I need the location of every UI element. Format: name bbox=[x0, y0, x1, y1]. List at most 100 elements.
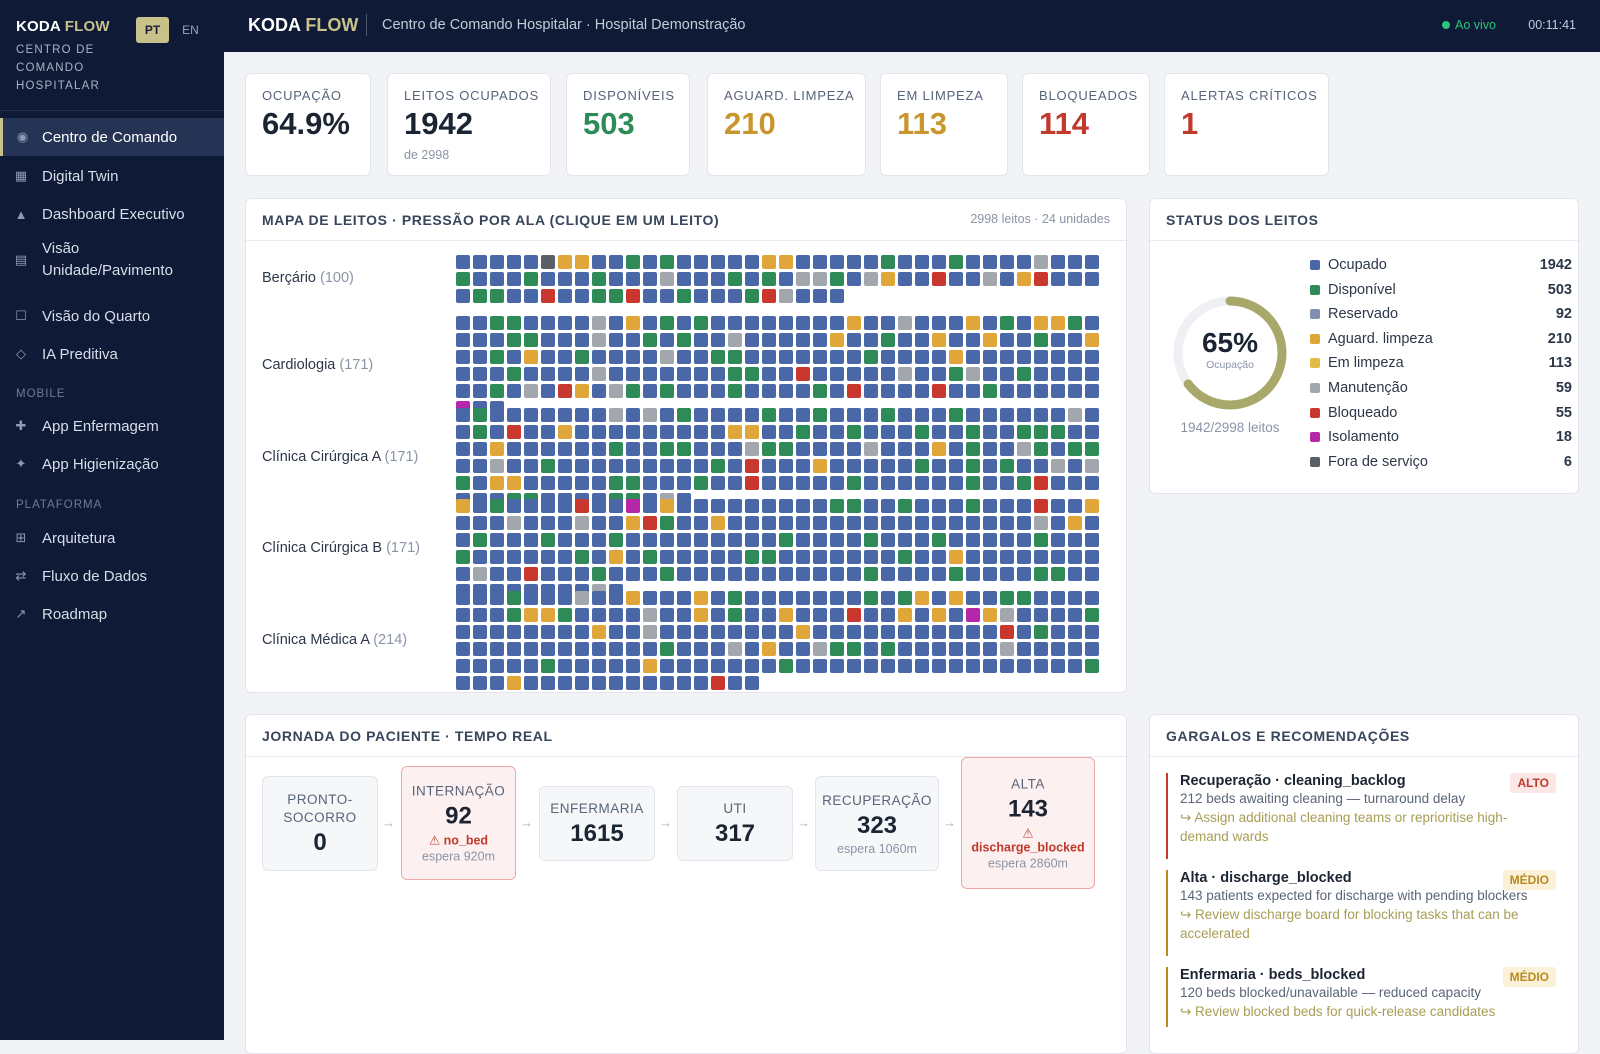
bed-available[interactable] bbox=[830, 499, 844, 513]
bed-occupied[interactable] bbox=[983, 550, 997, 564]
bed-occupied[interactable] bbox=[1085, 550, 1099, 564]
bed-awaiting-cleaning[interactable] bbox=[626, 591, 640, 605]
bed-occupied[interactable] bbox=[1068, 459, 1082, 473]
bed-available[interactable] bbox=[847, 499, 861, 513]
bed-available[interactable] bbox=[1085, 608, 1099, 622]
bed-occupied[interactable] bbox=[592, 516, 606, 530]
bed-occupied[interactable] bbox=[864, 642, 878, 656]
bed-occupied[interactable] bbox=[813, 367, 827, 381]
bed-maintenance[interactable] bbox=[1051, 459, 1065, 473]
bed-available[interactable] bbox=[1017, 367, 1031, 381]
bed-occupied[interactable] bbox=[762, 567, 776, 581]
bed-available[interactable] bbox=[592, 289, 606, 303]
bed-occupied[interactable] bbox=[1085, 272, 1099, 286]
bed-occupied[interactable] bbox=[660, 591, 674, 605]
bed-occupied[interactable] bbox=[949, 459, 963, 473]
bed-occupied[interactable] bbox=[660, 625, 674, 639]
bed-occupied[interactable] bbox=[558, 442, 572, 456]
bed-occupied[interactable] bbox=[915, 533, 929, 547]
bed-occupied[interactable] bbox=[949, 642, 963, 656]
bed-occupied[interactable] bbox=[1051, 333, 1065, 347]
bed-occupied[interactable] bbox=[1051, 350, 1065, 364]
bed-occupied[interactable] bbox=[1000, 384, 1014, 398]
bed-occupied[interactable] bbox=[558, 591, 572, 605]
bed-occupied[interactable] bbox=[847, 550, 861, 564]
bed-occupied[interactable] bbox=[881, 384, 895, 398]
bed-awaiting-cleaning[interactable] bbox=[541, 608, 555, 622]
bed-available[interactable] bbox=[473, 408, 487, 422]
bed-occupied[interactable] bbox=[728, 289, 742, 303]
bed-occupied[interactable] bbox=[473, 476, 487, 490]
bed-occupied[interactable] bbox=[541, 316, 555, 330]
bed-available[interactable] bbox=[847, 425, 861, 439]
bed-occupied[interactable] bbox=[473, 272, 487, 286]
bed-occupied[interactable] bbox=[524, 408, 538, 422]
bed-available[interactable] bbox=[490, 316, 504, 330]
bed-occupied[interactable] bbox=[830, 476, 844, 490]
bed-occupied[interactable] bbox=[694, 255, 708, 269]
bed-occupied[interactable] bbox=[983, 350, 997, 364]
bed-available[interactable] bbox=[915, 459, 929, 473]
bed-occupied[interactable] bbox=[711, 591, 725, 605]
bed-occupied[interactable] bbox=[847, 567, 861, 581]
sidebar-item-app-enfermagem[interactable]: ✚ App Enfermagem bbox=[0, 408, 224, 444]
bed-occupied[interactable] bbox=[660, 476, 674, 490]
bed-occupied[interactable] bbox=[796, 350, 810, 364]
bed-occupied[interactable] bbox=[558, 499, 572, 513]
bed-available[interactable] bbox=[677, 289, 691, 303]
bed-occupied[interactable] bbox=[881, 459, 895, 473]
bed-occupied[interactable] bbox=[541, 367, 555, 381]
bed-occupied[interactable] bbox=[558, 459, 572, 473]
bed-occupied[interactable] bbox=[932, 476, 946, 490]
bed-occupied[interactable] bbox=[796, 533, 810, 547]
bed-occupied[interactable] bbox=[575, 333, 589, 347]
bed-available[interactable] bbox=[1068, 442, 1082, 456]
bed-occupied[interactable] bbox=[1017, 625, 1031, 639]
bed-occupied[interactable] bbox=[490, 367, 504, 381]
bed-occupied[interactable] bbox=[643, 272, 657, 286]
bed-occupied[interactable] bbox=[830, 289, 844, 303]
bed-available[interactable] bbox=[932, 533, 946, 547]
bed-occupied[interactable] bbox=[524, 516, 538, 530]
bed-occupied[interactable] bbox=[779, 384, 793, 398]
bed-available[interactable] bbox=[728, 384, 742, 398]
bed-occupied[interactable] bbox=[728, 316, 742, 330]
bed-occupied[interactable] bbox=[609, 591, 623, 605]
bed-occupied[interactable] bbox=[847, 516, 861, 530]
bed-occupied[interactable] bbox=[609, 676, 623, 690]
bed-occupied[interactable] bbox=[745, 333, 759, 347]
bed-maintenance[interactable] bbox=[1034, 516, 1048, 530]
bed-occupied[interactable] bbox=[796, 608, 810, 622]
bed-occupied[interactable] bbox=[456, 289, 470, 303]
bed-occupied[interactable] bbox=[660, 608, 674, 622]
bed-occupied[interactable] bbox=[1068, 350, 1082, 364]
bed-occupied[interactable] bbox=[915, 608, 929, 622]
bed-occupied[interactable] bbox=[558, 289, 572, 303]
bed-maintenance[interactable] bbox=[660, 350, 674, 364]
bed-occupied[interactable] bbox=[881, 625, 895, 639]
bed-occupied[interactable] bbox=[473, 625, 487, 639]
bed-occupied[interactable] bbox=[677, 350, 691, 364]
bed-available[interactable] bbox=[473, 425, 487, 439]
bed-available[interactable] bbox=[507, 591, 521, 605]
bed-occupied[interactable] bbox=[626, 676, 640, 690]
bed-occupied[interactable] bbox=[609, 367, 623, 381]
bed-occupied[interactable] bbox=[779, 425, 793, 439]
bed-occupied[interactable] bbox=[626, 272, 640, 286]
bed-occupied[interactable] bbox=[864, 608, 878, 622]
bed-available[interactable] bbox=[524, 333, 538, 347]
bed-occupied[interactable] bbox=[1085, 567, 1099, 581]
bed-occupied[interactable] bbox=[626, 459, 640, 473]
bed-occupied[interactable] bbox=[966, 533, 980, 547]
bed-occupied[interactable] bbox=[813, 591, 827, 605]
bed-occupied[interactable] bbox=[711, 384, 725, 398]
bed-awaiting-cleaning[interactable] bbox=[524, 608, 538, 622]
bed-occupied[interactable] bbox=[473, 608, 487, 622]
bed-occupied[interactable] bbox=[575, 367, 589, 381]
bed-occupied[interactable] bbox=[711, 367, 725, 381]
bed-awaiting-cleaning[interactable] bbox=[1034, 316, 1048, 330]
bed-occupied[interactable] bbox=[915, 333, 929, 347]
bed-available[interactable] bbox=[779, 659, 793, 673]
bed-occupied[interactable] bbox=[541, 350, 555, 364]
bed-occupied[interactable] bbox=[949, 516, 963, 530]
